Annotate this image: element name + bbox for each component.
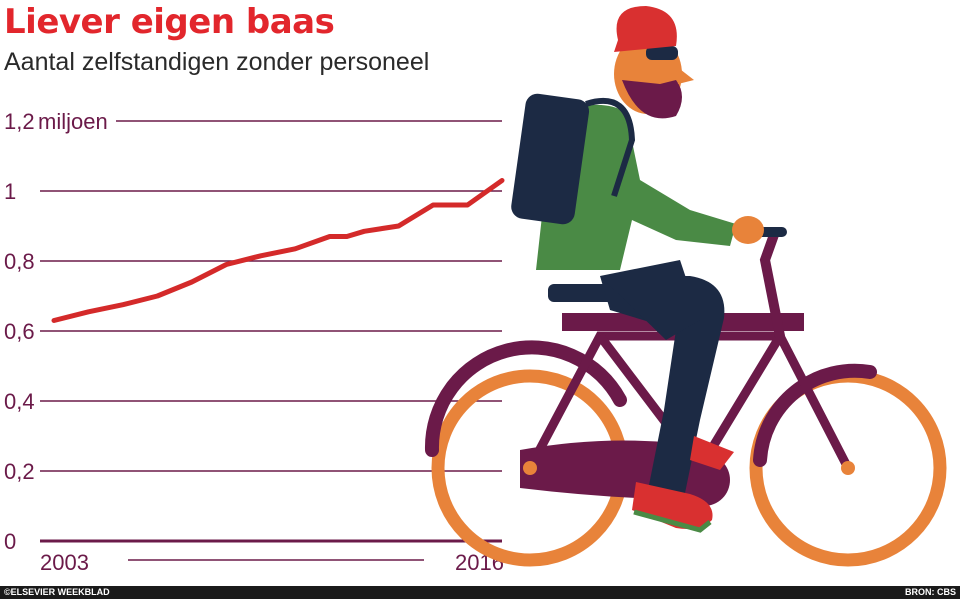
series-group xyxy=(51,178,505,323)
y-tick-labels: 0 0,2 0,4 0,6 0,8 1 1,2 miljoen xyxy=(4,109,108,554)
y-unit-label: miljoen xyxy=(38,109,108,134)
y-tick-label: 0,4 xyxy=(4,389,35,414)
y-tick-label: 0 xyxy=(4,529,16,554)
grid-lines xyxy=(40,120,502,543)
y-tick-label: 1,2 xyxy=(4,109,35,134)
y-tick-label: 0,8 xyxy=(4,249,35,274)
chart-subtitle: Aantal zelfstandigen zonder personeel xyxy=(4,48,430,76)
line-chart: 0 0,2 0,4 0,6 0,8 1 1,2 miljoen 2003 2016 xyxy=(4,6,947,575)
series-line xyxy=(51,178,505,323)
credit-label: ©ELSEVIER WEEKBLAD xyxy=(4,587,110,597)
chart-title: Liever eigen baas xyxy=(4,2,335,42)
y-tick-label: 0,2 xyxy=(4,459,35,484)
x-axis: 2003 2016 xyxy=(40,550,504,575)
y-tick-label: 0,6 xyxy=(4,319,35,344)
y-tick-label: 1 xyxy=(4,179,16,204)
source-label: BRON: CBS xyxy=(905,587,956,597)
x-tick-label: 2003 xyxy=(40,550,89,575)
cyclist-with-beard-icon xyxy=(424,6,947,567)
footer-bar: ©ELSEVIER WEEKBLAD BRON: CBS xyxy=(0,586,960,599)
